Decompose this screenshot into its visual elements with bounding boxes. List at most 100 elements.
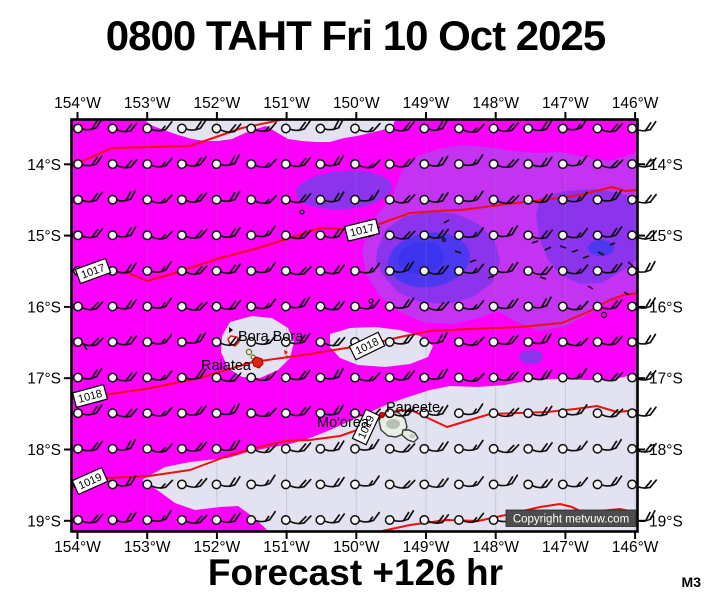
forecast-hour-label: Forecast +126 hr <box>207 552 504 593</box>
wind-barb <box>592 408 624 419</box>
wind-barb <box>315 403 345 419</box>
wind-barb <box>211 226 241 241</box>
wind-barb <box>488 158 520 170</box>
wind-barb <box>384 230 416 241</box>
tahiti-iti-highlands <box>409 433 415 439</box>
wind-barb <box>488 225 519 241</box>
wind-barb <box>523 229 554 241</box>
wind-barb <box>384 121 416 134</box>
wind-barb <box>142 443 174 454</box>
wind-barb <box>384 370 416 383</box>
wind-barb <box>142 479 174 490</box>
copyright-box: Copyright metvuw.com <box>505 509 637 527</box>
atoll-mark <box>443 219 450 224</box>
wind-barb <box>557 154 588 170</box>
lon-tick-label: 146°W <box>612 95 659 112</box>
wind-barb <box>350 159 381 170</box>
wind-barb <box>384 510 415 525</box>
wind-barb <box>453 190 484 205</box>
wind-barb <box>419 264 450 276</box>
lon-tick-label: 151°W <box>263 539 310 556</box>
wind-barb <box>453 512 485 525</box>
wind-barb <box>592 438 623 454</box>
wind-barb <box>453 439 484 454</box>
wind-barb <box>384 333 415 347</box>
lat-tick-label: 19°S <box>27 513 61 530</box>
wind-barb <box>107 511 137 525</box>
atoll-mark <box>559 245 567 249</box>
wind-barb <box>453 263 485 276</box>
wind-barb <box>419 155 449 170</box>
isobar-label: 1017 <box>74 257 112 285</box>
wind-barb <box>523 332 553 347</box>
wind-barb <box>350 189 380 205</box>
wind-barb <box>592 335 624 347</box>
wind-barb <box>280 296 311 312</box>
wind-barb <box>176 404 208 419</box>
wind-barb <box>246 194 278 205</box>
atoll-mark <box>627 261 634 267</box>
wind-barb <box>315 264 346 276</box>
wind-barb <box>419 119 449 134</box>
atoll-mark <box>531 240 539 244</box>
lat-tick-label: 17°S <box>649 371 683 388</box>
wind-barb <box>280 515 312 525</box>
wind-barb <box>176 301 208 312</box>
wind-barb <box>211 372 242 383</box>
lon-tick-label: 148°W <box>472 95 519 112</box>
wind-barb <box>211 336 242 347</box>
wind-barb <box>523 192 553 205</box>
axis-labels: 154°W 154°W 153°W 153°W 152°W 152°W 151°W 151°W… <box>27 95 683 556</box>
wind-barb <box>453 226 485 241</box>
wind-barb <box>246 225 276 241</box>
wind-barb <box>488 371 520 383</box>
wind-barb <box>211 154 241 170</box>
lat-tick-label: 15°S <box>649 228 683 245</box>
lon-tick-label: 149°W <box>403 95 450 112</box>
lat-tick-label: 16°S <box>27 299 61 316</box>
wind-barb <box>523 441 553 454</box>
wind-barb <box>453 476 485 490</box>
wind-barb <box>384 193 416 205</box>
atoll-mark <box>571 249 579 253</box>
wind-barb <box>453 403 484 419</box>
wind-barb <box>211 475 241 490</box>
isobar-line <box>71 186 638 282</box>
wind-barb <box>627 297 657 312</box>
wind-barb <box>557 476 589 490</box>
wind-barb <box>627 479 658 490</box>
wind-barb <box>315 118 345 134</box>
wind-barb <box>315 227 345 241</box>
lat-tick-label: 16°S <box>649 299 683 316</box>
wind-barb <box>627 260 656 276</box>
wind-barb <box>315 476 345 490</box>
wind-barb <box>315 513 346 525</box>
atoll-mark <box>539 276 547 280</box>
wind-barb <box>73 513 104 525</box>
wind-barb <box>142 510 172 525</box>
wind-barb <box>488 334 519 347</box>
place-label: Bora Bora <box>238 329 304 345</box>
atoll-mark <box>487 275 495 279</box>
wind-barb <box>523 265 554 276</box>
wind-barb <box>627 193 657 205</box>
wind-barb <box>211 403 241 419</box>
lat-tick-label: 14°S <box>649 157 683 174</box>
wind-barb <box>453 123 485 134</box>
wind-barb <box>176 332 207 347</box>
wind-barb <box>142 333 173 347</box>
papeete-marker <box>378 411 386 419</box>
wind-barb <box>280 332 311 347</box>
wind-barb <box>592 122 624 134</box>
wind-barb <box>280 265 312 276</box>
wind-barb <box>453 336 485 347</box>
wind-barb <box>246 443 278 454</box>
map-border <box>70 118 639 533</box>
place-label: Papeete <box>386 400 440 416</box>
wind-barb <box>315 154 345 170</box>
wind-barb <box>419 192 449 205</box>
lon-tick-label: 148°W <box>472 539 519 556</box>
wind-barb <box>627 120 657 134</box>
wind-barb <box>384 157 416 170</box>
